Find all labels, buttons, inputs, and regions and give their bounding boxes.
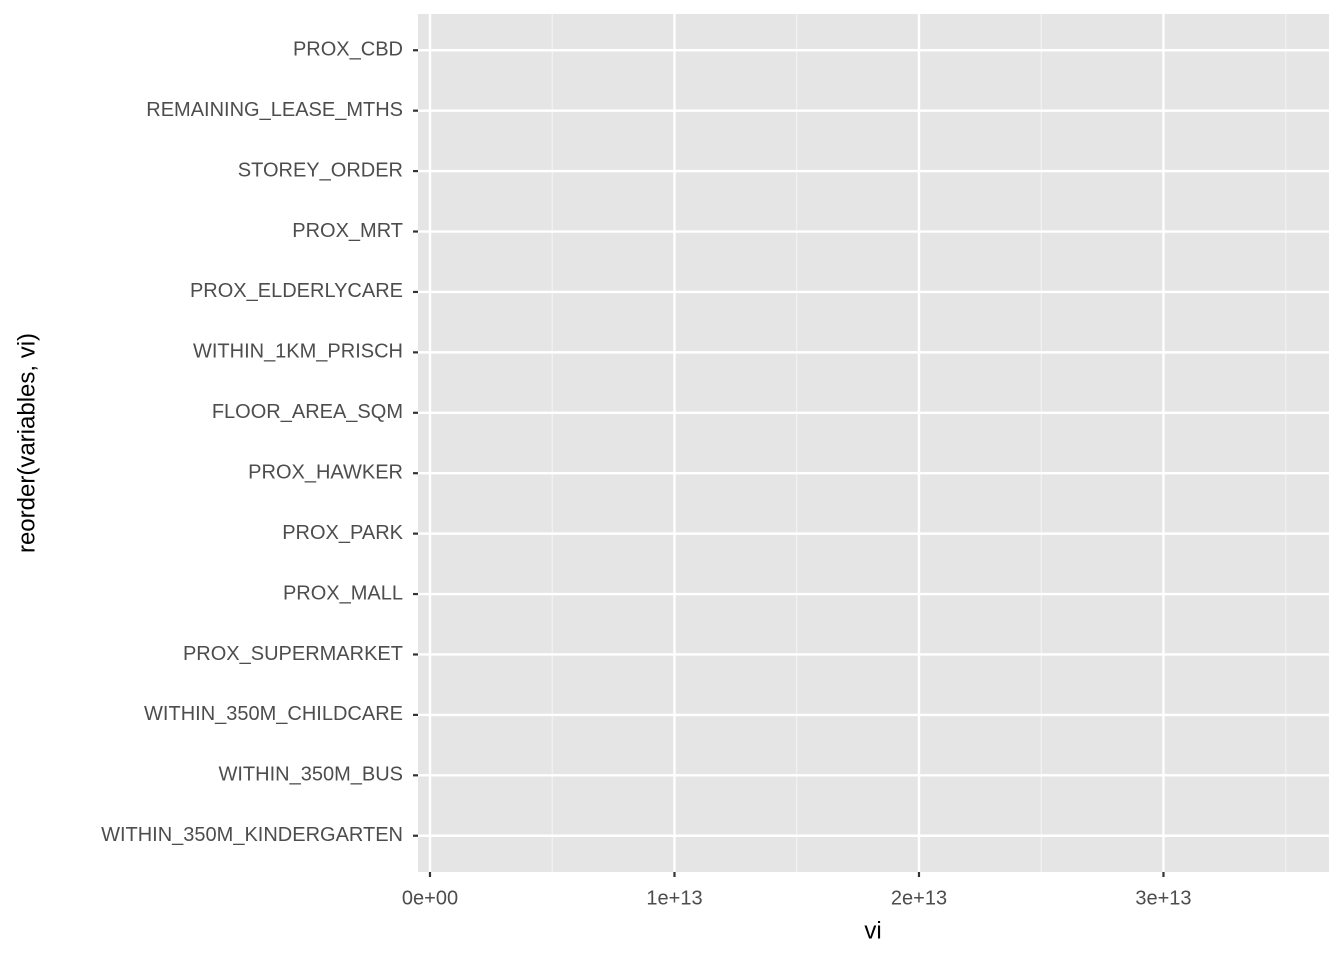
y-tick-label: WITHIN_1KM_PRISCH bbox=[193, 341, 403, 363]
x-tick-label: 0e+00 bbox=[402, 887, 458, 909]
y-axis-title: reorder(variables, vi) bbox=[13, 333, 40, 553]
x-tick-label: 3e+13 bbox=[1135, 887, 1191, 909]
y-tick-label: PROX_ELDERLYCARE bbox=[190, 280, 403, 302]
y-tick-label: PROX_MALL bbox=[283, 582, 403, 604]
y-tick-label: REMAINING_LEASE_MTHS bbox=[146, 99, 403, 121]
y-tick-label: PROX_HAWKER bbox=[248, 461, 403, 483]
y-tick-label: WITHIN_350M_BUS bbox=[219, 764, 404, 786]
y-tick-label: STOREY_ORDER bbox=[238, 159, 403, 181]
x-tick-label: 2e+13 bbox=[891, 887, 947, 909]
y-tick-label: WITHIN_350M_KINDERGARTEN bbox=[101, 824, 403, 846]
y-tick-label: PROX_CBD bbox=[293, 39, 403, 61]
x-axis-title: vi bbox=[864, 917, 881, 944]
y-tick-label: PROX_PARK bbox=[282, 522, 403, 544]
y-tick-label: PROX_MRT bbox=[292, 220, 403, 242]
x-tick-label: 1e+13 bbox=[646, 887, 702, 909]
y-tick-label: WITHIN_350M_CHILDCARE bbox=[144, 703, 403, 725]
panel bbox=[418, 14, 1329, 872]
y-tick-label: PROX_SUPERMARKET bbox=[183, 643, 403, 665]
y-tick-label: FLOOR_AREA_SQM bbox=[212, 401, 403, 423]
